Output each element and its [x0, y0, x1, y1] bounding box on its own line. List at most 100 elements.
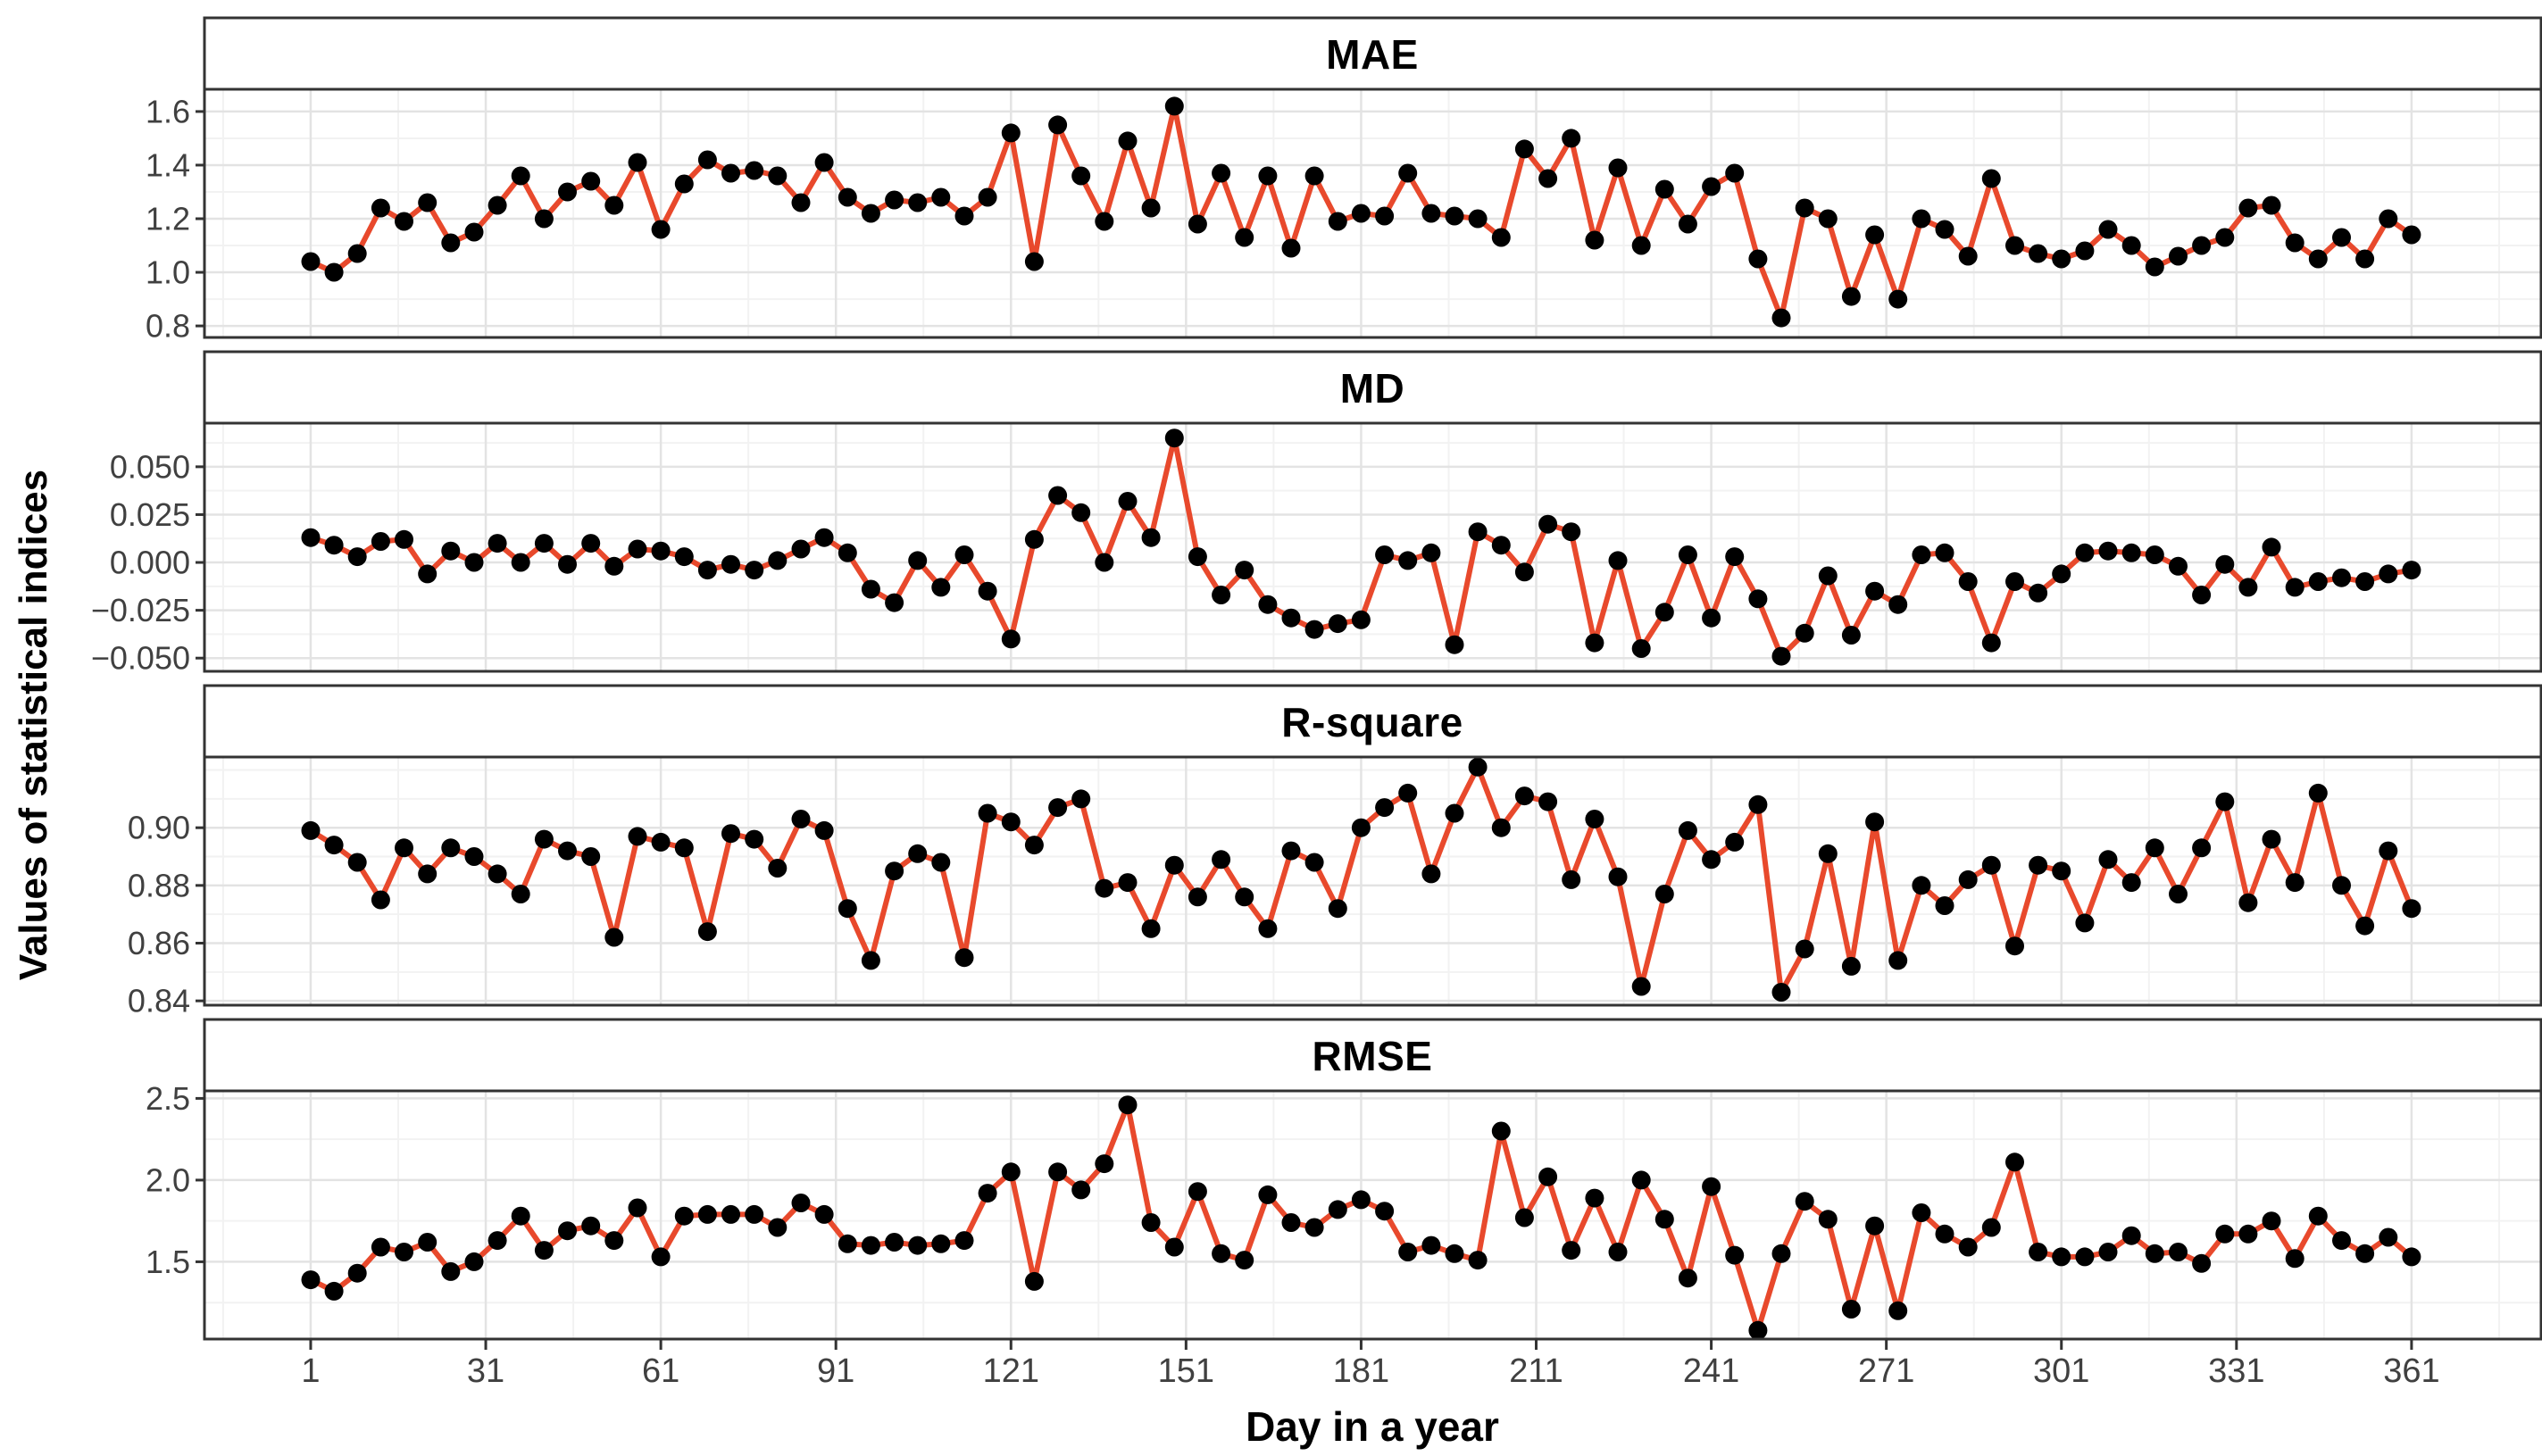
data-point [1468, 757, 1488, 777]
data-point [1024, 529, 1044, 549]
data-point [301, 820, 321, 840]
y-axis-ticks: −0.050 −0.025 0.000 0.025 0.050 [91, 448, 204, 677]
data-point [1398, 163, 1418, 183]
data-point [1912, 1203, 1931, 1222]
data-point [1188, 214, 1207, 234]
data-point [1445, 635, 1464, 654]
data-point [2308, 1206, 2328, 1226]
y-tick-label: −0.050 [91, 640, 190, 677]
data-point [1095, 1154, 1114, 1174]
data-point [674, 547, 694, 567]
data-point [1071, 789, 1091, 809]
x-tick-label: 271 [1858, 1352, 1914, 1390]
facet-r-square: 0.84 0.86 0.88 0.90 [128, 684, 2542, 1019]
data-point [1771, 1244, 1791, 1263]
data-point [697, 1204, 717, 1224]
data-point [1562, 1241, 1581, 1260]
data-point [347, 244, 367, 263]
data-point [1468, 209, 1488, 229]
data-point [2145, 838, 2164, 858]
data-point [1865, 812, 1885, 832]
grid-major [204, 89, 2541, 337]
x-axis-title: Day in a year [1246, 1403, 1499, 1450]
data-point [1514, 1208, 1534, 1227]
data-point [721, 1204, 740, 1224]
data-point [1654, 885, 1674, 903]
data-point [2332, 1231, 2351, 1251]
data-point [1351, 818, 1371, 837]
data-point [1071, 503, 1091, 522]
data-point [1678, 545, 1697, 564]
data-point [1095, 878, 1114, 898]
x-tick-label: 241 [1683, 1352, 1739, 1390]
data-point [604, 196, 624, 215]
data-point [418, 193, 438, 212]
data-point [2098, 541, 2118, 561]
data-point [1164, 428, 1184, 448]
data-point [2052, 1247, 2071, 1267]
data-point [1491, 1121, 1511, 1141]
data-point [768, 551, 788, 570]
data-point [1608, 551, 1628, 570]
data-point [1001, 123, 1021, 143]
data-point [1981, 169, 2001, 188]
data-point [1795, 1192, 1814, 1211]
data-point [488, 864, 507, 884]
data-point [2098, 220, 2118, 239]
data-point [2121, 236, 2141, 255]
y-tick-label: 0.84 [128, 983, 190, 1019]
data-point [1818, 1210, 1838, 1229]
data-point [2355, 249, 2375, 269]
data-point [1888, 289, 1908, 309]
data-point [1818, 209, 1838, 229]
data-point [2379, 841, 2398, 861]
data-point [1958, 1237, 1978, 1257]
data-point [931, 853, 951, 872]
data-point [1514, 562, 1534, 582]
data-point [1841, 626, 1861, 645]
data-point [1678, 1269, 1697, 1288]
data-point [885, 1233, 904, 1252]
data-point [1235, 561, 1254, 580]
data-point [511, 885, 530, 903]
data-point [1654, 1210, 1674, 1229]
data-point [2379, 1227, 2398, 1247]
data-point [1865, 581, 1885, 601]
data-point [2169, 1243, 2188, 1261]
data-point [1304, 166, 1324, 186]
strip-title-mae: MAE [1326, 31, 1419, 78]
data-point [395, 529, 413, 549]
data-point [1981, 855, 2001, 875]
data-point [1141, 919, 1161, 938]
data-point [1375, 1202, 1395, 1221]
data-point [534, 829, 554, 849]
data-point [978, 803, 997, 823]
data-point [1795, 198, 1814, 218]
data-point [1912, 545, 1931, 564]
data-point [674, 174, 694, 194]
y-tick-label: 0.90 [128, 810, 190, 846]
data-point [1304, 1218, 1324, 1237]
data-point [1631, 1170, 1651, 1190]
data-point [1538, 169, 1558, 188]
data-point [885, 593, 904, 612]
data-point [2121, 1226, 2141, 1245]
data-point [2402, 1247, 2421, 1267]
data-point [2029, 244, 2048, 263]
data-point [1841, 287, 1861, 306]
data-point [1328, 1200, 1347, 1219]
data-point [1725, 832, 1745, 852]
data-point [1771, 983, 1791, 1002]
data-point [2192, 1253, 2212, 1273]
data-point [1678, 214, 1697, 234]
x-tick-label: 361 [2383, 1352, 2439, 1390]
data-point [931, 1234, 951, 1253]
data-point [1375, 798, 1395, 818]
data-point [1702, 1177, 1721, 1196]
data-point [2005, 1152, 2024, 1172]
data-point [2145, 1244, 2164, 1263]
data-point [838, 187, 857, 207]
x-tick-label: 1 [301, 1352, 320, 1390]
data-point [1608, 1243, 1628, 1261]
data-point [1095, 553, 1114, 572]
